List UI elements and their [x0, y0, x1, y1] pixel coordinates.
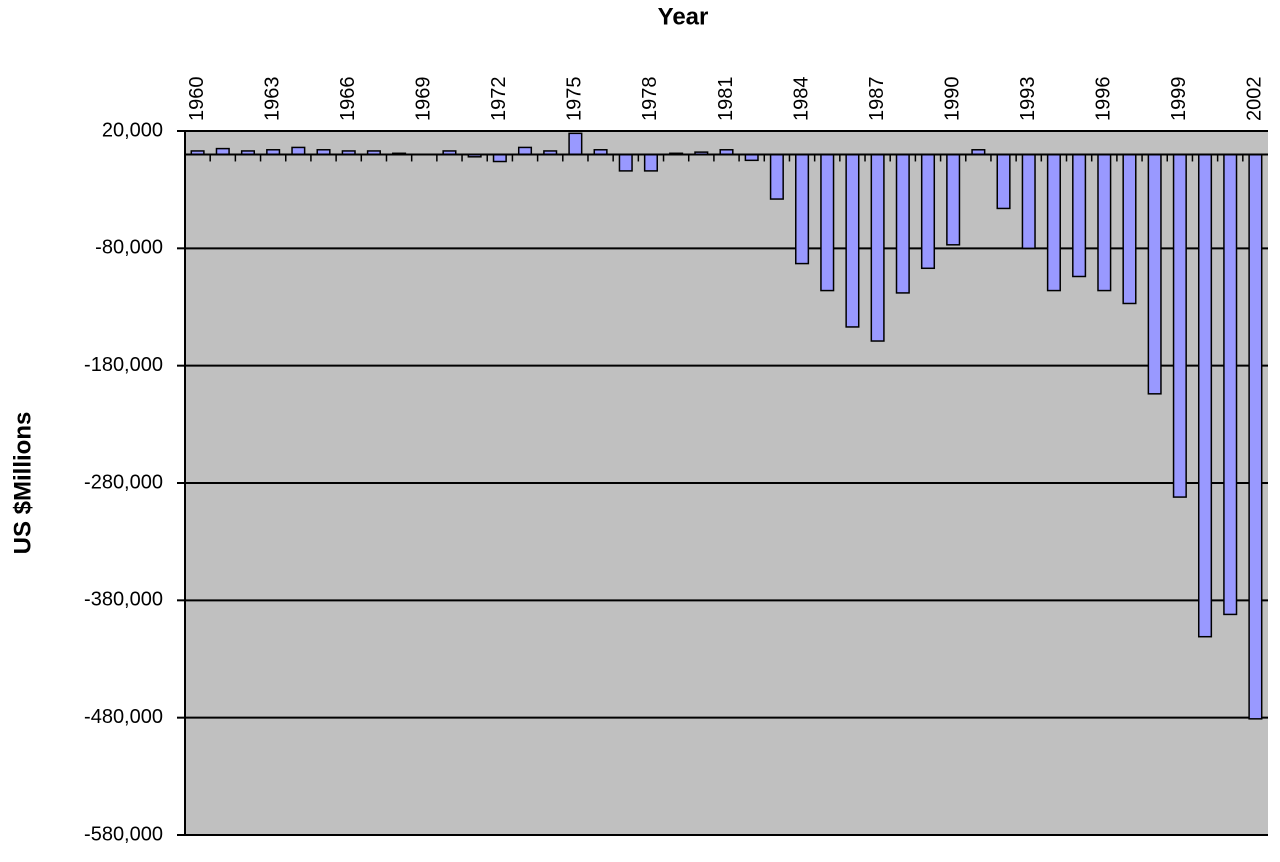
y-tick-label: -580,000: [84, 823, 163, 845]
bar: [895, 153, 910, 294]
x-tick-label: 2002: [1244, 77, 1266, 122]
x-tick-label: 1984: [790, 77, 812, 122]
bar: [291, 146, 306, 156]
bar: [870, 153, 885, 342]
x-tick-label: 1987: [866, 77, 888, 122]
bar: [1072, 153, 1087, 278]
bar: [1197, 153, 1213, 638]
x-tick-label: 1969: [413, 77, 435, 122]
bar: [1147, 153, 1162, 395]
x-tick-label: 1960: [186, 77, 208, 122]
x-tick-label: 1981: [715, 77, 737, 122]
bar: [1046, 153, 1061, 292]
bar: [920, 153, 936, 270]
bar: [517, 146, 533, 156]
x-tick-label: 1978: [639, 77, 661, 122]
bar: [845, 153, 860, 328]
y-tick-label: -280,000: [84, 471, 163, 493]
x-tick-label: 1963: [261, 77, 283, 122]
y-axis-title: US $Millions: [9, 412, 36, 555]
x-tick-label: 1972: [488, 77, 510, 122]
y-tick-label: -380,000: [84, 589, 163, 611]
x-tick-label: 1990: [941, 77, 963, 122]
bar: [1021, 153, 1036, 250]
bar: [568, 132, 583, 156]
bar: [618, 153, 633, 172]
bar: [643, 153, 658, 172]
y-tick-label: -80,000: [95, 237, 163, 259]
x-tick-label: 1966: [337, 77, 359, 122]
bar: [820, 153, 835, 292]
bar: [1172, 153, 1187, 498]
bar: [795, 153, 810, 265]
y-tick-label: -180,000: [84, 354, 163, 376]
bar: [996, 153, 1011, 210]
bar: [769, 153, 784, 200]
bar: [1223, 153, 1238, 616]
y-tick-label: -480,000: [84, 706, 163, 728]
x-tick-label: 1996: [1093, 77, 1115, 122]
bar: [946, 153, 961, 246]
x-tick-label: 1999: [1168, 77, 1190, 122]
y-tick-label: 20,000: [102, 119, 163, 141]
x-tick-label: 1975: [564, 77, 586, 122]
chart-title: Year: [658, 3, 709, 30]
x-tick-label: 1993: [1017, 77, 1039, 122]
bar: [1248, 153, 1263, 720]
bar: [492, 153, 507, 163]
bar: [1122, 153, 1137, 305]
bar: [1097, 153, 1112, 292]
